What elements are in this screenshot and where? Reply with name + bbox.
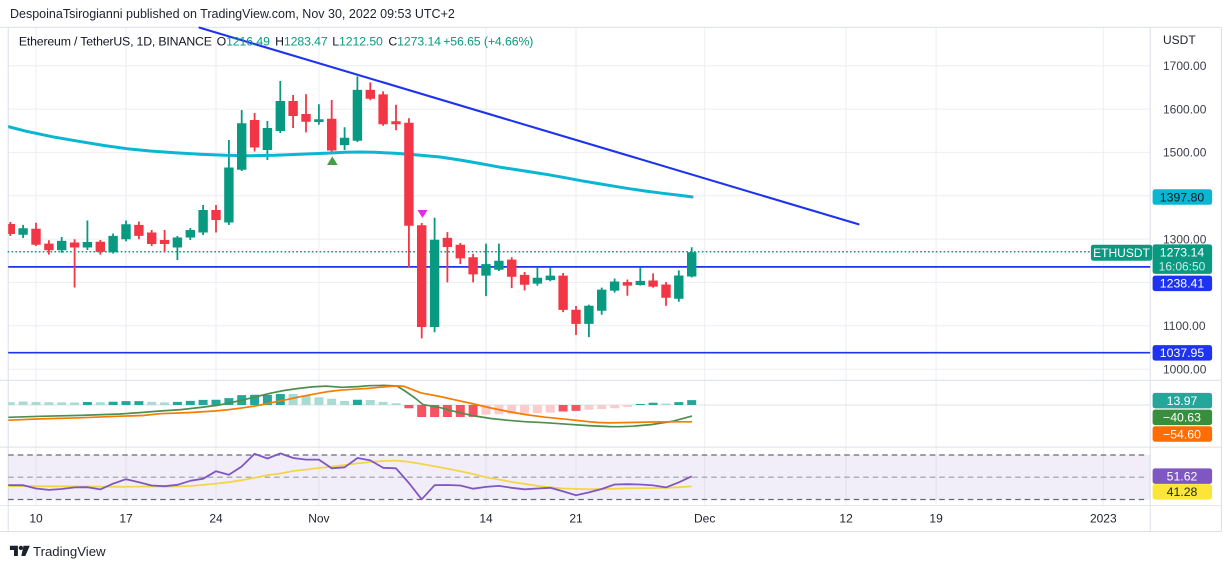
svg-text:USDT: USDT <box>1163 33 1196 47</box>
svg-text:1700.00: 1700.00 <box>1163 59 1207 73</box>
svg-text:−54.60: −54.60 <box>1163 427 1201 441</box>
svg-text:Nov: Nov <box>308 512 329 526</box>
svg-text:24: 24 <box>209 512 223 526</box>
svg-text:1300.00: 1300.00 <box>1163 232 1207 246</box>
svg-text:19: 19 <box>929 512 943 526</box>
svg-text:1000.00: 1000.00 <box>1163 363 1207 377</box>
svg-text:41.28: 41.28 <box>1167 485 1198 499</box>
svg-text:16:06:50: 16:06:50 <box>1159 259 1206 273</box>
svg-text:TradingView: TradingView <box>33 544 106 559</box>
svg-text:51.62: 51.62 <box>1167 470 1198 484</box>
svg-text:1238.41: 1238.41 <box>1160 277 1205 291</box>
svg-text:−40.63: −40.63 <box>1163 411 1201 425</box>
svg-text:14: 14 <box>479 512 493 526</box>
svg-text:1600.00: 1600.00 <box>1163 102 1207 116</box>
svg-text:Ethereum / TetherUS, 1D, BINAN: Ethereum / TetherUS, 1D, BINANCE <box>19 34 212 48</box>
svg-text:21: 21 <box>569 512 583 526</box>
svg-text:1273.14: 1273.14 <box>1160 245 1205 259</box>
svg-text:Dec: Dec <box>694 512 715 526</box>
svg-text:1037.95: 1037.95 <box>1160 346 1205 360</box>
svg-text:ETHUSDT: ETHUSDT <box>1093 246 1150 260</box>
svg-text:12: 12 <box>839 512 853 526</box>
svg-text:17: 17 <box>119 512 133 526</box>
svg-text:10: 10 <box>29 512 43 526</box>
svg-text:13.97: 13.97 <box>1167 394 1198 408</box>
svg-text:1100.00: 1100.00 <box>1163 319 1206 333</box>
svg-text:1500.00: 1500.00 <box>1163 146 1207 160</box>
svg-text:1397.80: 1397.80 <box>1160 190 1205 204</box>
svg-text:2023: 2023 <box>1090 512 1117 526</box>
svg-text:DespoinaTsirogianni published: DespoinaTsirogianni published on Trading… <box>10 7 455 21</box>
